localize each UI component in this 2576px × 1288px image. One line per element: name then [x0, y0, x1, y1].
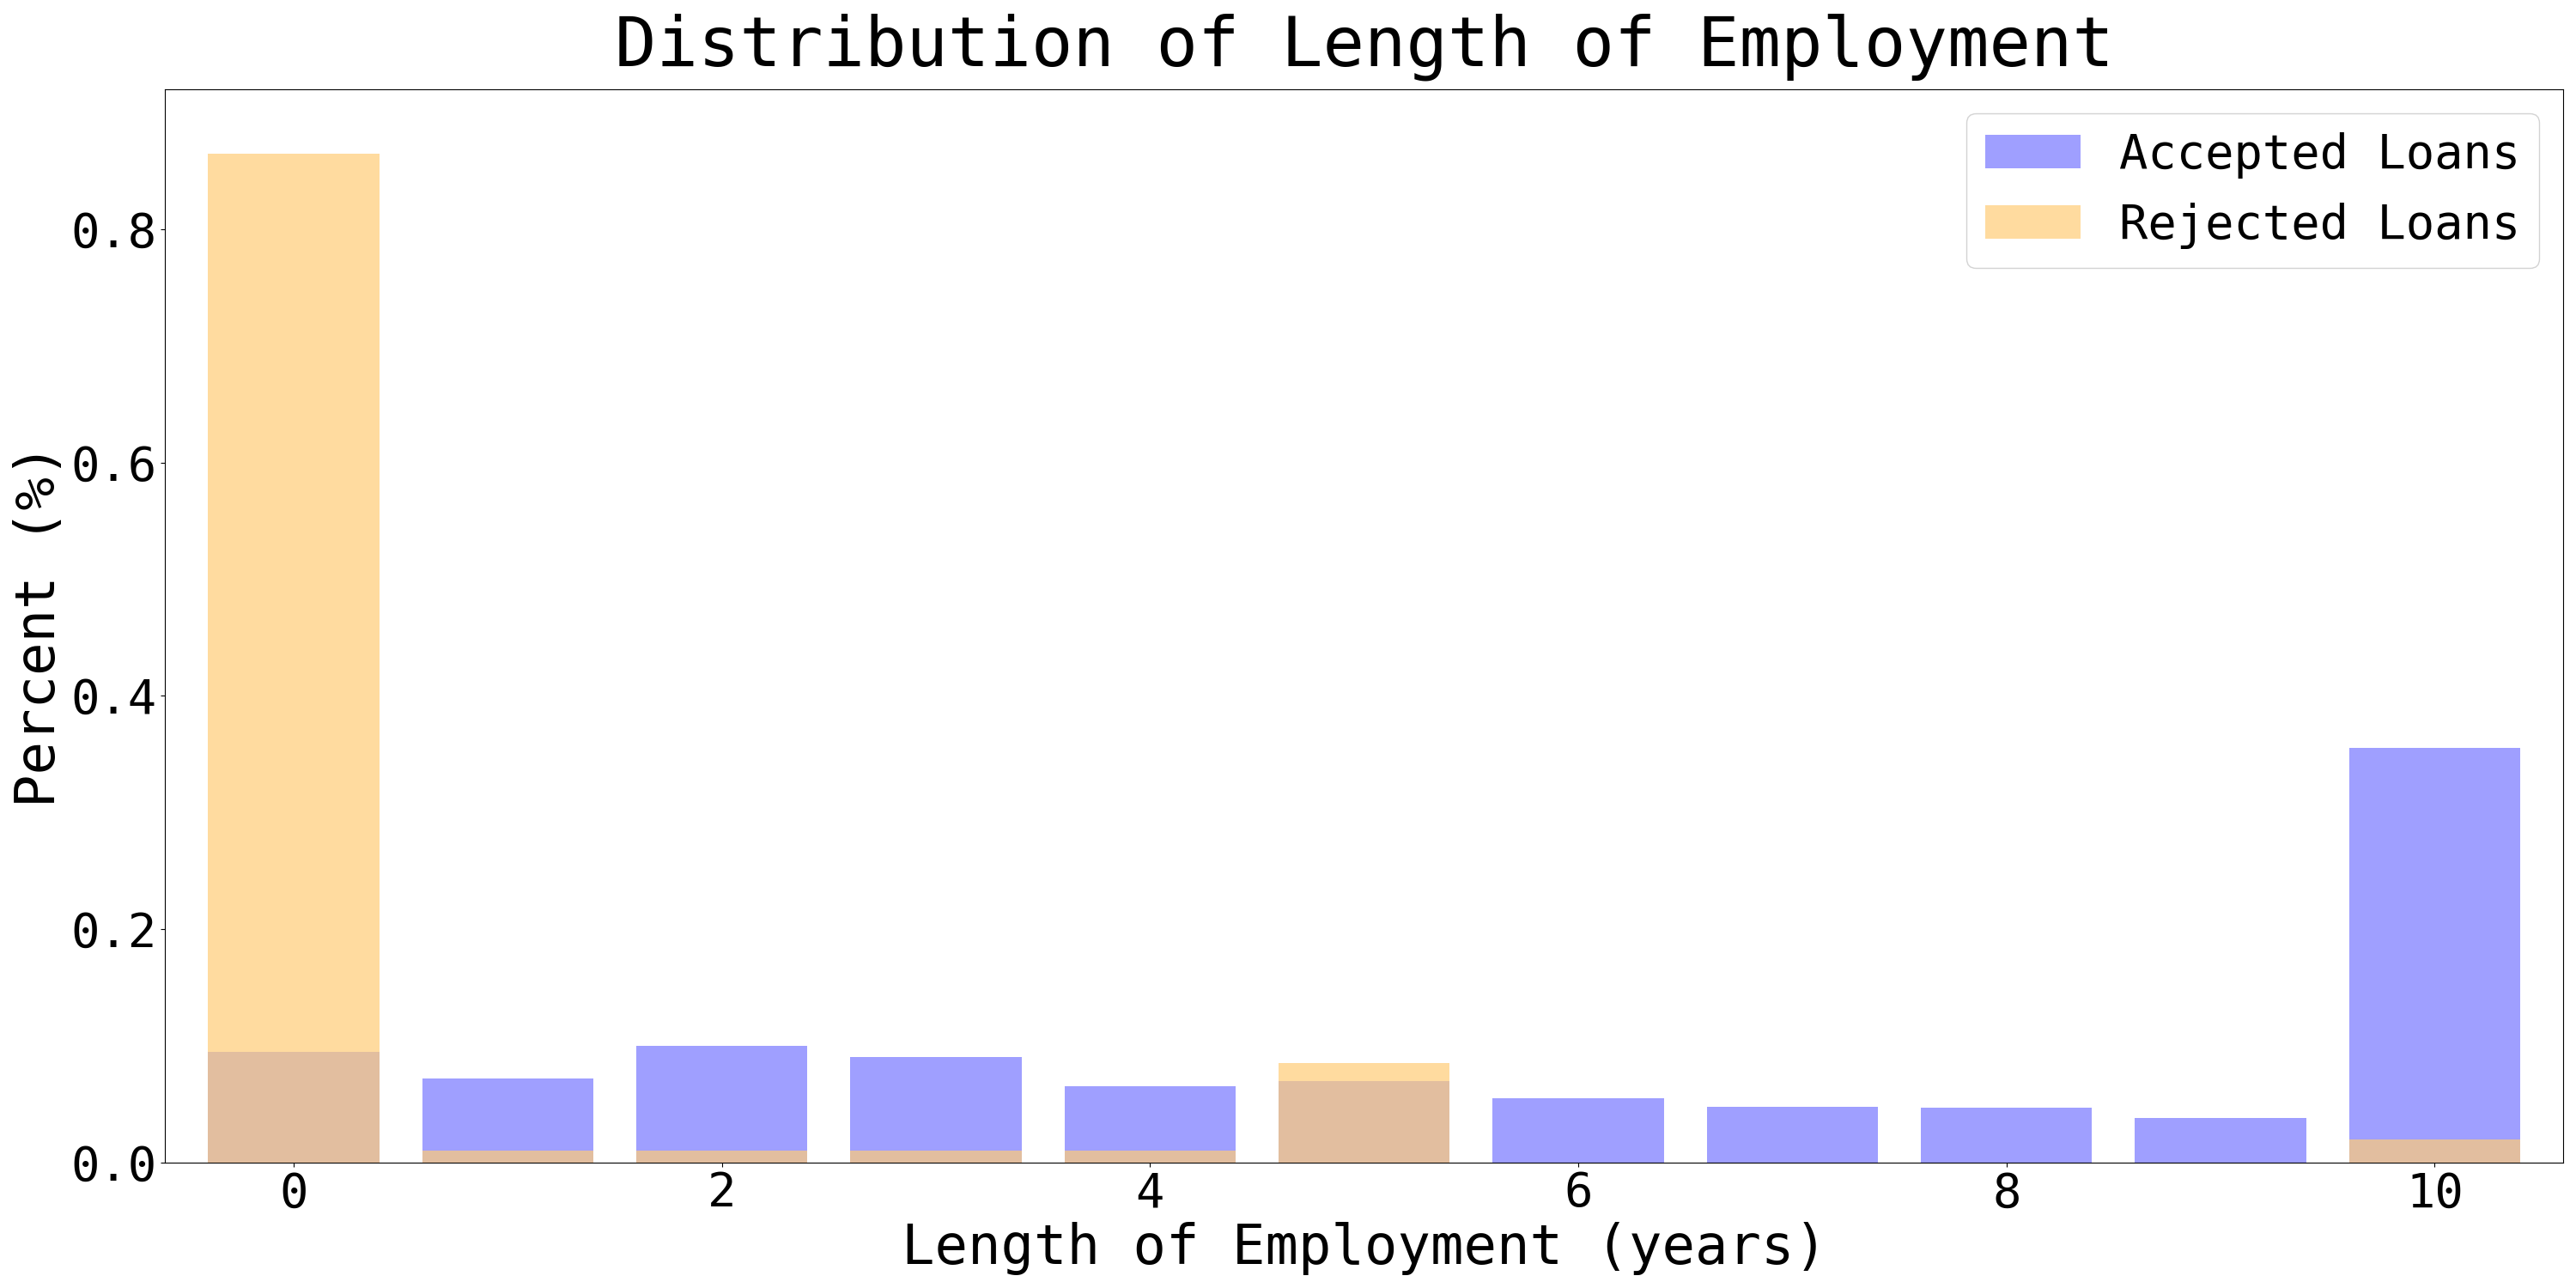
Bar — [422, 1150, 592, 1162]
Bar — [1922, 1108, 2092, 1162]
Bar — [1492, 1099, 1664, 1162]
Bar — [2349, 1139, 2519, 1162]
Bar — [422, 1078, 592, 1162]
Legend: Accepted Loans, Rejected Loans: Accepted Loans, Rejected Loans — [1965, 113, 2540, 268]
Bar — [2349, 748, 2519, 1162]
Bar — [850, 1150, 1023, 1162]
Bar — [1278, 1063, 1450, 1162]
Bar — [1278, 1081, 1450, 1162]
Bar — [2136, 1118, 2306, 1162]
Title: Distribution of Length of Employment: Distribution of Length of Employment — [616, 13, 2115, 80]
Bar — [209, 1051, 379, 1162]
Bar — [209, 153, 379, 1162]
X-axis label: Length of Employment (years): Length of Employment (years) — [902, 1222, 1826, 1275]
Bar — [1064, 1150, 1236, 1162]
Bar — [1064, 1087, 1236, 1162]
Y-axis label: Percent (%): Percent (%) — [13, 444, 67, 808]
Bar — [1708, 1106, 1878, 1162]
Bar — [636, 1150, 806, 1162]
Bar — [850, 1057, 1023, 1162]
Bar — [636, 1046, 806, 1162]
